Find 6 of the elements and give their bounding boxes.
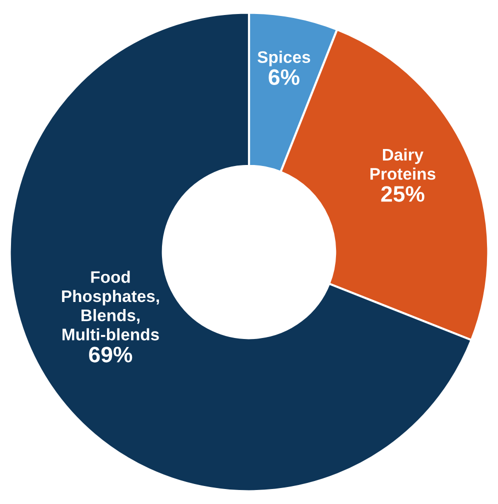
slice-label: Spices <box>258 50 310 66</box>
data-label: 25% <box>381 186 424 202</box>
slice-label: Dairy Proteins <box>370 148 436 180</box>
slice-label: Food Phosphates, Blends, Multi-blends <box>62 270 159 340</box>
data-label: 6% <box>268 69 300 86</box>
data-label: 69% <box>89 346 132 362</box>
